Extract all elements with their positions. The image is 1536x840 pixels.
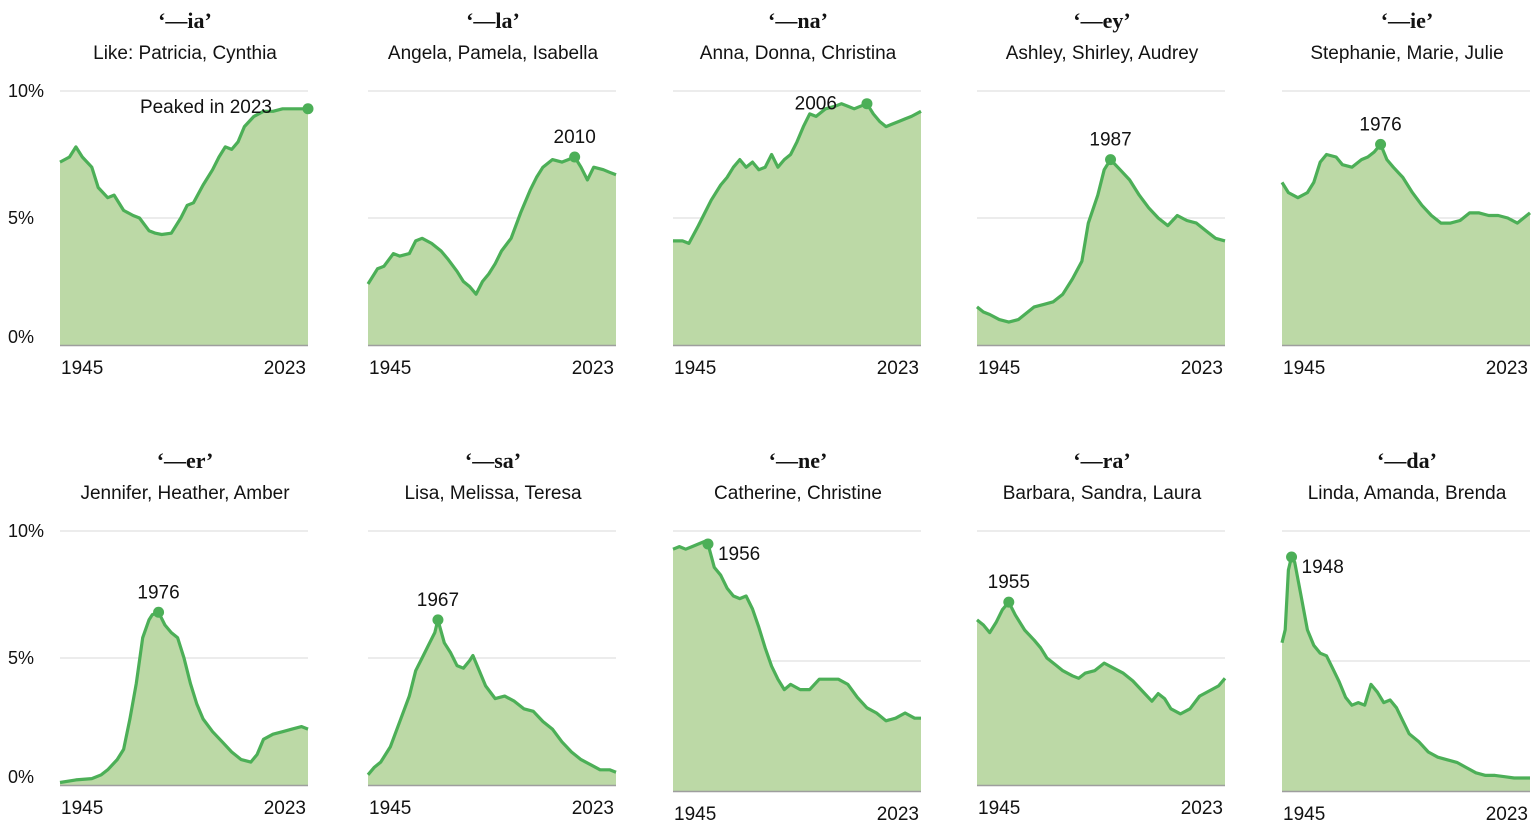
- chart-subtitle: Lisa, Melissa, Teresa: [404, 483, 582, 504]
- y-tick-label: 10%: [8, 81, 44, 101]
- y-tick-label: 10%: [8, 521, 44, 541]
- y-tick-label: 5%: [8, 208, 34, 228]
- chart-subtitle: Jennifer, Heather, Amber: [80, 483, 290, 504]
- chart-title: ‘—sa’: [464, 448, 522, 473]
- chart-title: ‘—ia’: [158, 8, 212, 33]
- chart-subtitle: Stephanie, Marie, Julie: [1310, 43, 1504, 64]
- chart-title: ‘—er’: [156, 448, 214, 473]
- chart-subtitle: Catherine, Christine: [714, 483, 882, 504]
- chart-panel: ‘—ie’ Stephanie, Marie, Julie: [1282, 0, 1536, 400]
- chart-title: ‘—ne’: [768, 448, 828, 473]
- chart-subtitle: Angela, Pamela, Isabella: [387, 43, 599, 64]
- chart-panel: ‘—ne’ Catherine, Christine: [673, 440, 973, 840]
- y-tick-label: 0%: [8, 767, 34, 787]
- chart-title: ‘—na’: [768, 8, 828, 33]
- chart-title: ‘—da’: [1377, 448, 1437, 473]
- y-tick-label: 5%: [8, 648, 34, 668]
- chart-panel: ‘—la’ Angela, Pamela, Isabella: [368, 0, 668, 400]
- chart-title: ‘—ra’: [1073, 448, 1131, 473]
- chart-panel: ‘—ra’ Barbara, Sandra, Laura: [977, 440, 1277, 840]
- chart-subtitle: Anna, Donna, Christina: [699, 43, 897, 64]
- y-tick-label: 0%: [8, 327, 34, 347]
- chart-panel: ‘—er’ Jennifer, Heather, Amber: [60, 440, 360, 840]
- chart-title: ‘—la’: [466, 8, 520, 33]
- chart-panel: ‘—ey’ Ashley, Shirley, Audrey: [977, 0, 1277, 400]
- chart-title: ‘—ie’: [1380, 8, 1434, 33]
- chart-panel: ‘—na’ Anna, Donna, Christina: [673, 0, 973, 400]
- chart-subtitle: Linda, Amanda, Brenda: [1307, 483, 1507, 504]
- chart-panel: ‘—da’ Linda, Amanda, Brenda: [1282, 440, 1536, 840]
- chart-title: ‘—ey’: [1073, 8, 1131, 33]
- chart-panel: ‘—sa’ Lisa, Melissa, Teresa: [368, 440, 668, 840]
- chart-subtitle: Like: Patricia, Cynthia: [93, 43, 277, 64]
- chart-subtitle: Barbara, Sandra, Laura: [1002, 483, 1202, 504]
- chart-subtitle: Ashley, Shirley, Audrey: [1005, 43, 1199, 64]
- chart-panel: ‘—ia’ Like: Patricia, Cynthia: [60, 0, 360, 400]
